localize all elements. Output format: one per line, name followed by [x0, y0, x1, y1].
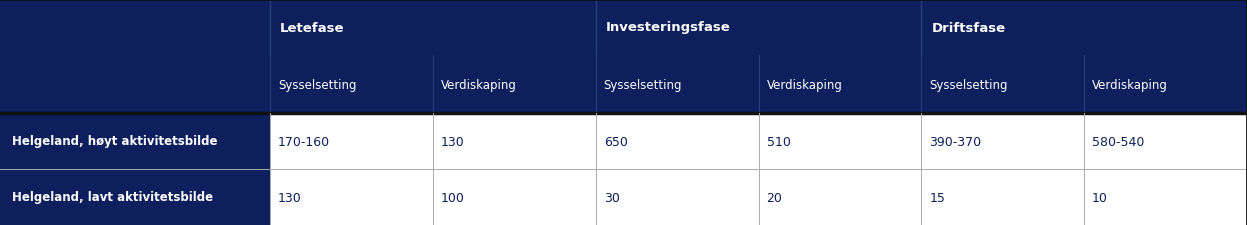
- Text: Verdiskaping: Verdiskaping: [767, 78, 843, 91]
- Text: 390-370: 390-370: [929, 135, 981, 148]
- Text: Investeringsfase: Investeringsfase: [606, 21, 731, 34]
- Bar: [0, 113, 271, 169]
- Text: 170-160: 170-160: [278, 135, 330, 148]
- Text: 130: 130: [441, 135, 465, 148]
- Text: Helgeland, lavt aktivitetsbilde: Helgeland, lavt aktivitetsbilde: [12, 191, 213, 204]
- Text: 100: 100: [441, 191, 465, 204]
- Text: Helgeland, høyt aktivitetsbilde: Helgeland, høyt aktivitetsbilde: [12, 135, 217, 148]
- Text: Letefase: Letefase: [281, 21, 344, 34]
- Text: Sysselsetting: Sysselsetting: [278, 78, 357, 91]
- Text: Sysselsetting: Sysselsetting: [929, 78, 1008, 91]
- Text: 130: 130: [278, 191, 302, 204]
- Bar: [0, 169, 271, 225]
- Text: 30: 30: [604, 191, 620, 204]
- Text: 15: 15: [929, 191, 945, 204]
- Text: Sysselsetting: Sysselsetting: [604, 78, 682, 91]
- Text: 10: 10: [1092, 191, 1109, 204]
- Bar: [0, 56, 1247, 113]
- Text: Verdiskaping: Verdiskaping: [441, 78, 516, 91]
- Text: 580-540: 580-540: [1092, 135, 1145, 148]
- Bar: [0, 169, 1247, 225]
- Text: 510: 510: [767, 135, 791, 148]
- Text: 650: 650: [604, 135, 627, 148]
- Bar: [0, 113, 1247, 169]
- Text: Verdiskaping: Verdiskaping: [1092, 78, 1168, 91]
- Bar: [0, 0, 1247, 56]
- Text: 20: 20: [767, 191, 782, 204]
- Text: Driftsfase: Driftsfase: [932, 21, 1005, 34]
